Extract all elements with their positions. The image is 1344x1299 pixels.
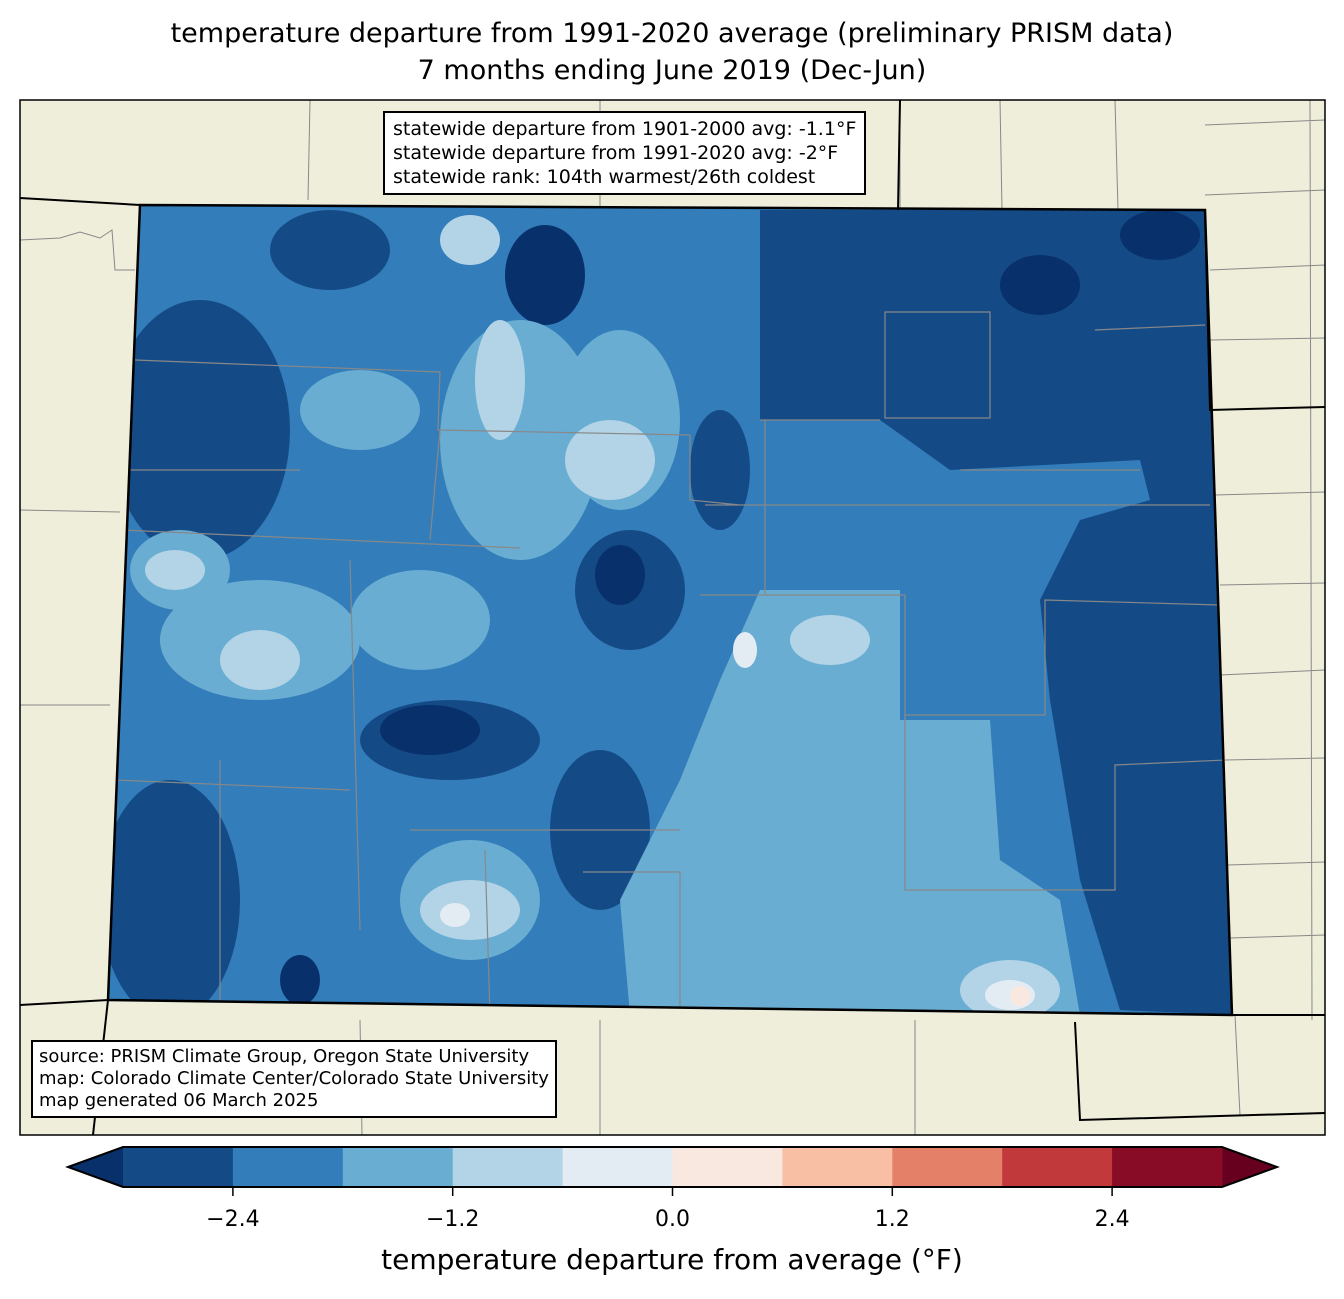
statewide-stats-box: statewide departure from 1901-2000 avg: … — [383, 111, 867, 195]
colorbar-bin — [452, 1147, 564, 1187]
temperature-contours — [108, 205, 1232, 1015]
colorbar — [65, 1146, 1280, 1196]
colorbar-tick-label: −1.2 — [425, 1207, 480, 1232]
colorbar-tick-label: 0.0 — [655, 1207, 690, 1232]
colorbar-label: temperature departure from average (°F) — [381, 1243, 963, 1276]
colorbar-bin — [782, 1147, 893, 1187]
stats-line1: statewide departure from 1901-2000 avg: … — [393, 118, 857, 140]
colorbar-over-arrow — [1222, 1147, 1277, 1187]
colorbar-bin — [672, 1147, 783, 1187]
stats-line2: statewide departure from 1991-2020 avg: … — [393, 142, 839, 164]
colorbar-tick-label: 1.2 — [874, 1207, 910, 1232]
colorbar-bin — [232, 1147, 344, 1187]
colorbar-bin — [1112, 1147, 1223, 1187]
colorbar-bin — [1002, 1147, 1113, 1187]
map-title-line2: 7 months ending June 2019 (Dec-Jun) — [417, 55, 927, 86]
colorbar-bin — [562, 1147, 673, 1187]
colorbar-outline — [65, 1146, 1280, 1188]
map-frame — [19, 99, 1326, 1136]
colorbar-tick-label: −2.4 — [206, 1207, 260, 1232]
credits-line1: source: PRISM Climate Group, Oregon Stat… — [39, 1046, 530, 1067]
colorbar-tick-label: 2.4 — [1094, 1207, 1130, 1232]
credits-line3: map generated 06 March 2025 — [39, 1090, 319, 1111]
stats-line3: statewide rank: 104th warmest/26th colde… — [393, 166, 816, 188]
neighbor-state-county-lines — [19, 99, 1326, 1136]
colorbar-bin — [892, 1147, 1003, 1187]
colorbar-under-arrow — [68, 1147, 123, 1187]
colorado-temperature-map — [19, 99, 1326, 1136]
map-title-line1: temperature departure from 1991-2020 ave… — [170, 18, 1174, 49]
credits-line2: map: Colorado Climate Center/Colorado St… — [39, 1068, 549, 1089]
colorbar-bin — [123, 1147, 234, 1187]
credits-box: source: PRISM Climate Group, Oregon Stat… — [31, 1040, 557, 1118]
colorbar-bin — [342, 1147, 454, 1187]
